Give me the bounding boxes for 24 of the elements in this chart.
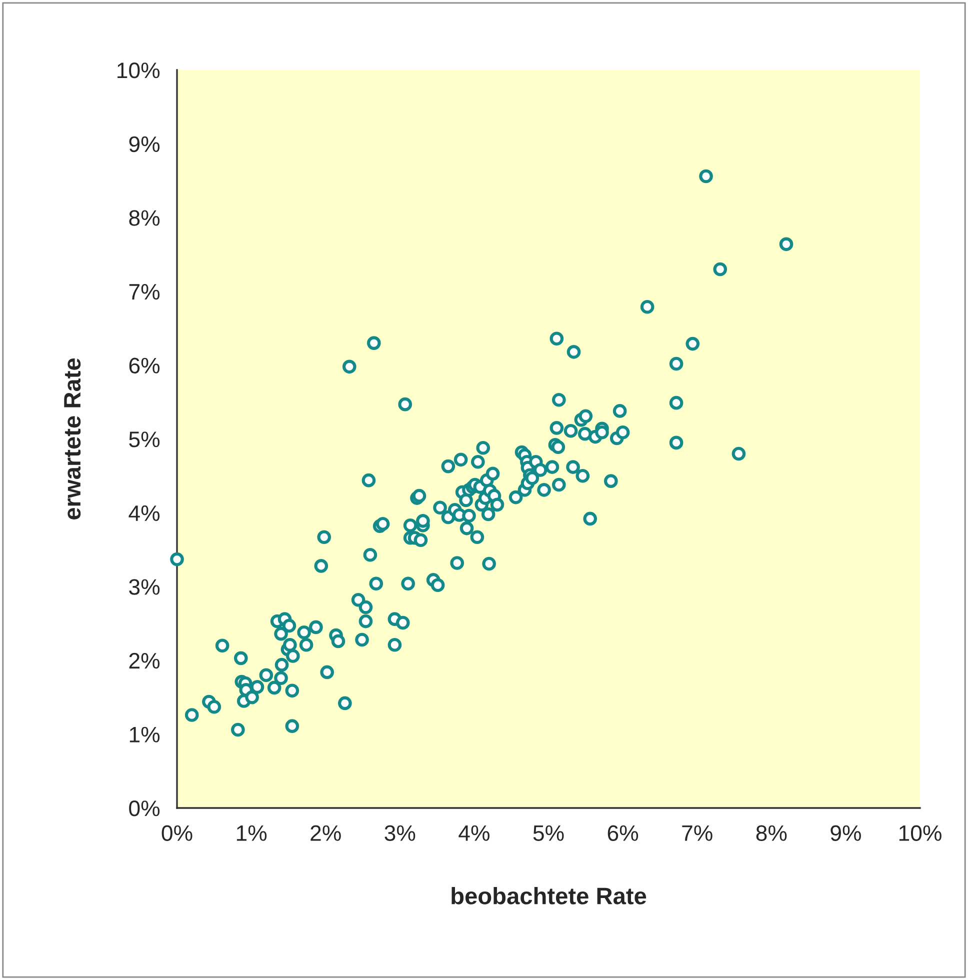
x-tick-label: 2% [310, 825, 341, 841]
y-tick-label: 1% [130, 726, 160, 742]
y-axis-title: erwartete Rate [64, 358, 81, 520]
y-tick-label: 7% [129, 284, 160, 300]
x-tick-label: 7% [682, 825, 712, 841]
x-tick-label: 6% [608, 825, 638, 841]
x-tick-label: 8% [756, 825, 787, 841]
x-tick-label: 9% [830, 825, 861, 841]
x-axis-title: beobachtete Rate [452, 887, 646, 904]
x-tick-label: 1% [236, 825, 267, 841]
y-tick-label: 2% [129, 652, 160, 669]
y-tick-label: 8% [129, 210, 160, 226]
x-tick-label: 4% [458, 825, 490, 841]
y-tick-label: 6% [129, 358, 160, 374]
y-tick-label: 0% [129, 800, 160, 816]
y-tick-label: 3% [129, 579, 160, 595]
x-tick-label: 5% [533, 825, 564, 841]
x-tick-label: 0% [162, 825, 192, 841]
y-tick-label: 4% [128, 505, 160, 521]
y-tick-label: 9% [129, 136, 160, 152]
y-tick-label: 5% [129, 432, 160, 448]
x-tick-label: 10% [899, 825, 942, 841]
x-tick-label: 3% [384, 825, 416, 841]
y-tick-label: 10% [118, 62, 160, 78]
